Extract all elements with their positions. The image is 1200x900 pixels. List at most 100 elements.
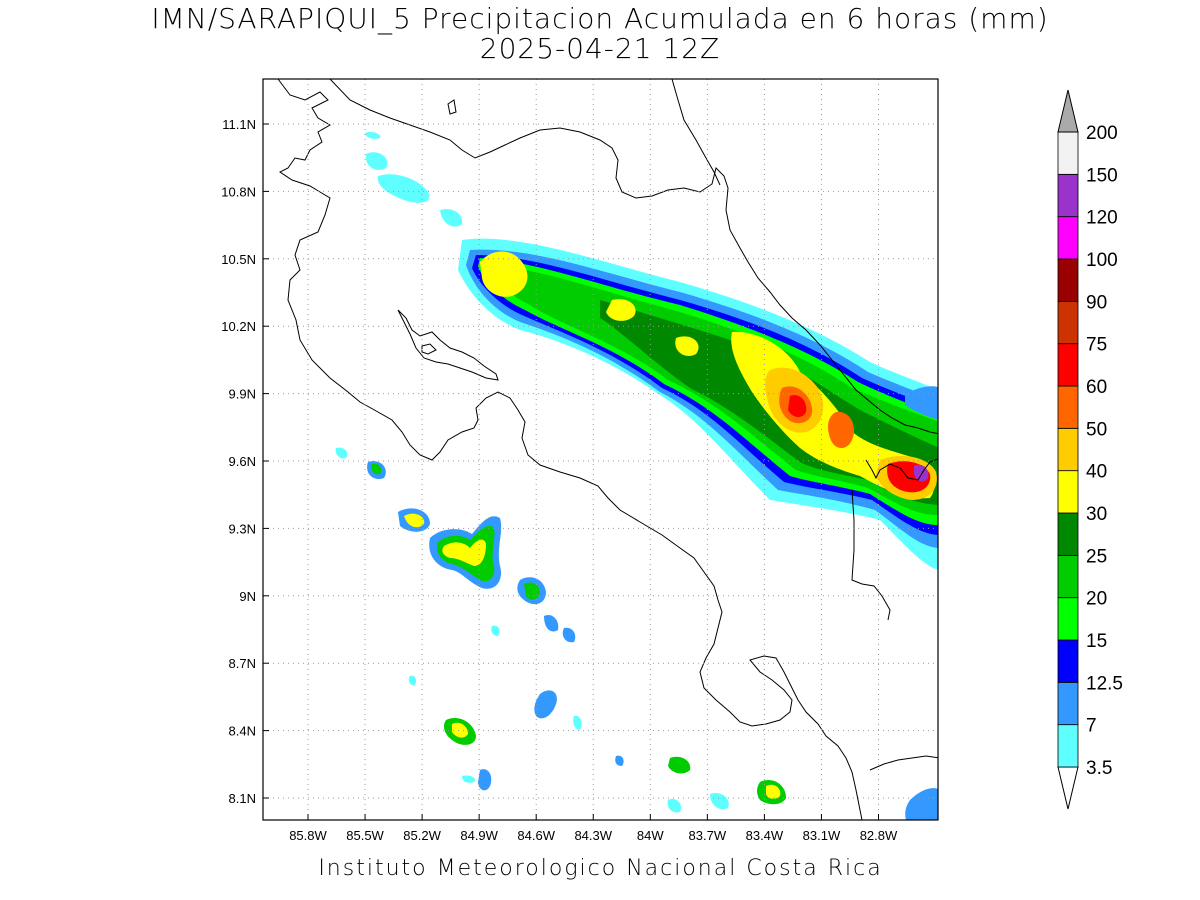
colorbar-swatch [1057,173,1079,218]
lat-tick-label: 10.5N [221,252,256,267]
precip-30-a [480,251,528,297]
colorbar-label: 30 [1086,504,1107,525]
colorbar-label: 75 [1086,335,1107,356]
colorbar-swatch [1057,427,1079,472]
colorbar-lower-extend [1057,766,1079,810]
island [421,343,437,355]
map-title: IMN/SARAPIQUI_5 Precipitacion Acumulada … [151,2,1049,35]
map-valid-time: 2025-04-21 12Z [479,32,721,65]
colorbar-label: 15 [1086,631,1107,652]
colorbar-label: 100 [1086,250,1118,271]
precip-cell-s14 [710,792,729,810]
lat-tick-label: 9.3N [229,521,256,536]
colorbar-swatch [1057,216,1079,260]
precip-cell-s6 [562,627,576,643]
lat-tick-label: 8.4N [229,724,256,739]
precip-cell-s3c [442,539,486,566]
colorbar-swatch [1057,554,1079,599]
precip-cell-s10 [462,775,476,783]
colorbar-swatch [1057,597,1079,641]
colorbar-label: 40 [1086,462,1107,483]
lat-tick-label: 11.1N [222,117,256,132]
colorbar-label: 120 [1086,208,1118,229]
colorbar-upper-extend [1057,89,1079,133]
colorbar-label: 3.5 [1086,758,1112,779]
precip-cell-s1c [371,463,382,475]
precip-30-c [606,299,636,321]
lon-tick-label: 84.6W [517,828,555,843]
precip-cell-se [905,788,938,820]
panama-coast [865,458,938,481]
lon-tick-label: 83.7W [689,828,727,843]
lon-tick-label: 85.2W [403,828,441,843]
lon-tick-label: 82.8W [860,828,898,843]
colorbar-swatch [1057,470,1079,514]
precip-cell-s2c [404,513,425,528]
colorbar-swatch [1057,639,1079,683]
precip-cell-s0 [335,447,348,459]
colorbar-label: 90 [1086,292,1107,313]
lon-tick-label: 85.8W [289,828,327,843]
lat-tick-label: 9N [239,589,256,604]
colorbar-swatch [1057,343,1079,387]
colorbar-label: 60 [1086,377,1107,398]
precip-cell-s7 [534,690,557,719]
lon-tick-label: 85.5W [346,828,384,843]
gulf-nicoya [397,309,499,381]
coastline [277,79,938,820]
map-frame [262,78,939,821]
colorbar-swatch [1057,131,1079,175]
nicaragua-border [329,79,938,435]
lat-tick-label: 9.6N [229,454,256,469]
precip-cell-s17 [491,625,500,636]
colorbar-label: 200 [1086,123,1118,144]
lat-tick-label: 9.9N [229,387,256,402]
footer-credit: Instituto Meteorologico Nacional Costa R… [318,856,883,881]
precip-cell-s5 [544,614,559,632]
lon-tick-label: 83.1W [803,828,841,843]
lat-tick-label: 8.7N [229,656,256,671]
axis-ticks: 85.8W 85.5W 85.2W 84.9W 84.6W 84.3W 84W 83.7W 83… [221,117,898,843]
colorbar-label: 50 [1086,419,1107,440]
colorbar-swatch [1057,258,1079,302]
panama-border [851,489,891,621]
precip-cell-s18 [408,675,417,686]
colorbar: 3.5 7 12.5 15 20 25 30 40 50 60 75 90 100 120 150 200 [1057,89,1123,810]
colorbar-swatch [1057,385,1079,429]
lat-tick-label: 10.8N [221,184,256,199]
colorbar-swatch [1057,512,1079,556]
panama-pacific [869,755,938,771]
precip-edge [905,386,938,420]
lat-tick-label: 8.1N [229,791,256,806]
precip-cell-s11 [668,756,691,774]
precip-cell-s15 [667,798,682,813]
colorbar-label: 25 [1086,546,1107,567]
grid [263,79,938,820]
lon-tick-label: 84W [637,828,664,843]
colorbar-swatch [1057,300,1079,345]
colorbar-swatch [1057,681,1079,726]
colorbar-label: 150 [1086,165,1118,186]
lon-tick-label: 84.9W [460,828,498,843]
precip-cell-s13 [615,755,624,766]
precip-50-b [828,411,855,449]
precip-cell-s9 [478,769,492,791]
lake-island [447,99,457,115]
precip-cell-s16 [573,715,582,730]
precip-cell-s12c [766,784,781,799]
precip-cell-nw0 [365,131,381,139]
precip-cell-nw3 [440,208,463,227]
precip-cell-s8c [452,722,468,738]
caribbean-coast-north [671,79,721,186]
lat-tick-label: 10.2N [221,319,256,334]
precip-60 [788,395,807,418]
lon-tick-label: 83.4W [746,828,784,843]
colorbar-swatch [1057,724,1079,768]
colorbar-label: 20 [1086,589,1107,610]
pacific-coast [277,79,863,820]
colorbar-label: 12.5 [1086,673,1123,694]
precip-cell-nw2 [377,174,430,203]
lon-tick-label: 84.3W [574,828,612,843]
precip-cell-nw1 [365,152,388,171]
